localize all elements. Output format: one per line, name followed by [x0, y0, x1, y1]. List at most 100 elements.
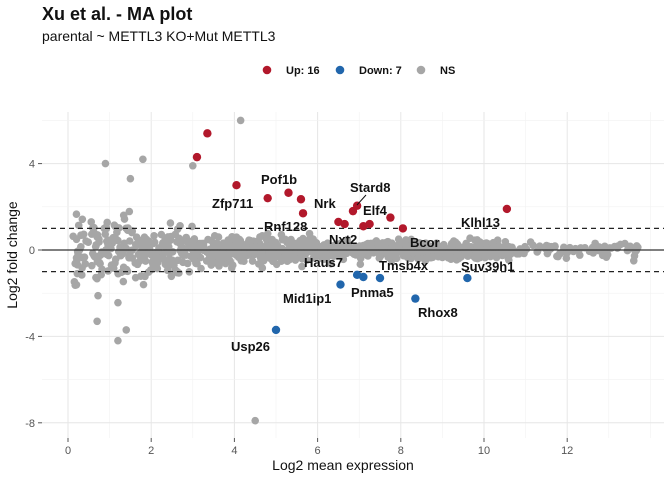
- ns-point: [234, 247, 242, 255]
- ns-point: [80, 253, 89, 261]
- down-point: [271, 325, 281, 335]
- down-point: [359, 272, 368, 282]
- ns-point: [450, 239, 458, 248]
- ns-point: [270, 254, 279, 262]
- x-axis-title: Log2 mean expression: [272, 457, 414, 473]
- reference-lines: [42, 227, 664, 273]
- ns-point: [131, 259, 140, 267]
- ns-point: [340, 250, 349, 258]
- ns-point: [310, 243, 318, 251]
- ns-point: [96, 259, 104, 268]
- up-point: [203, 129, 212, 138]
- ns-point: [167, 232, 175, 241]
- ns-point: [219, 239, 228, 248]
- ns-point: [423, 240, 432, 249]
- up-point: [386, 213, 395, 222]
- ns-point: [457, 253, 465, 261]
- ns-point: [165, 254, 174, 263]
- x-tick-label: 12: [561, 445, 573, 457]
- y-tick-label: 0: [29, 245, 35, 257]
- ns-point: [438, 244, 447, 253]
- ns-point: [125, 207, 134, 216]
- ns-point: [140, 233, 149, 242]
- ns-point: [414, 248, 423, 257]
- ns-point: [157, 230, 166, 239]
- ns-point: [629, 257, 638, 265]
- ns-point: [82, 237, 90, 245]
- ns-point: [268, 239, 276, 247]
- gene-label: Suv39h1: [461, 259, 514, 274]
- ns-point: [306, 233, 315, 242]
- ns-point: [78, 231, 86, 239]
- gene-label: Nrk: [314, 196, 336, 211]
- ns-point: [394, 241, 403, 250]
- ns-point: [257, 254, 265, 263]
- ns-point: [250, 243, 259, 251]
- ns-point: [104, 251, 113, 260]
- gene-label: Nxt2: [329, 232, 357, 247]
- ns-point: [210, 232, 219, 240]
- ns-point: [462, 241, 470, 250]
- ns-point: [125, 237, 134, 245]
- ns-point: [114, 298, 122, 307]
- significant-points: [192, 129, 512, 335]
- ns-point: [77, 242, 85, 251]
- ns-point: [183, 259, 192, 268]
- ns-point: [320, 241, 328, 249]
- ns-point: [262, 235, 271, 244]
- ns-point: [368, 245, 377, 254]
- ns-point: [101, 159, 110, 168]
- down-point: [411, 294, 420, 303]
- chart-subtitle: parental ~ METTL3 KO+Mut METTL3: [42, 28, 276, 44]
- gene-label: Stard8: [350, 180, 390, 195]
- up-point: [352, 201, 362, 210]
- down-point: [375, 273, 385, 283]
- down-point: [463, 273, 472, 283]
- ns-point: [378, 244, 386, 252]
- gene-label: Klhl13: [461, 215, 500, 230]
- ns-point: [162, 237, 170, 245]
- ns-point: [163, 266, 172, 275]
- gene-label: Rnf128: [264, 219, 307, 234]
- ns-point: [329, 251, 338, 260]
- gene-label: Pof1b: [261, 172, 297, 187]
- ns-point: [72, 257, 81, 266]
- y-tick-label: 4: [29, 159, 35, 171]
- ns-point: [476, 250, 485, 258]
- gene-label: Haus7: [304, 255, 343, 270]
- ns-point: [74, 221, 83, 230]
- ns-point: [126, 174, 135, 183]
- ns-point: [94, 291, 102, 300]
- ns-point: [150, 238, 159, 247]
- ns-point: [78, 215, 87, 224]
- ns-point: [97, 270, 106, 279]
- ns-point: [88, 261, 96, 270]
- ns-point: [125, 253, 133, 262]
- up-point: [232, 181, 241, 190]
- ns-point: [93, 317, 101, 326]
- chart-title: Xu et al. - MA plot: [42, 4, 193, 24]
- y-tick-label: -8: [25, 418, 35, 430]
- legend-label: Down: 7: [359, 65, 402, 77]
- ns-point: [268, 245, 276, 253]
- legend: Up: 16 Down: 7 NS: [262, 65, 455, 77]
- x-tick-label: 10: [478, 445, 490, 457]
- up-point: [263, 193, 272, 203]
- ns-point: [119, 277, 128, 286]
- ns-point: [631, 247, 640, 256]
- ns-point: [285, 237, 294, 245]
- ns-point: [104, 267, 112, 275]
- ns-point: [153, 264, 162, 273]
- ns-point: [111, 234, 119, 242]
- ns-point: [177, 243, 186, 251]
- ns-point: [251, 416, 259, 425]
- ns-point: [137, 272, 145, 280]
- gene-label: Usp26: [231, 339, 270, 354]
- ns-point: [164, 242, 173, 251]
- up-point: [298, 209, 308, 218]
- ns-point: [78, 264, 86, 272]
- ns-point: [253, 237, 262, 246]
- ns-point: [246, 236, 255, 245]
- ns-point: [122, 326, 131, 334]
- legend-key: [262, 65, 272, 75]
